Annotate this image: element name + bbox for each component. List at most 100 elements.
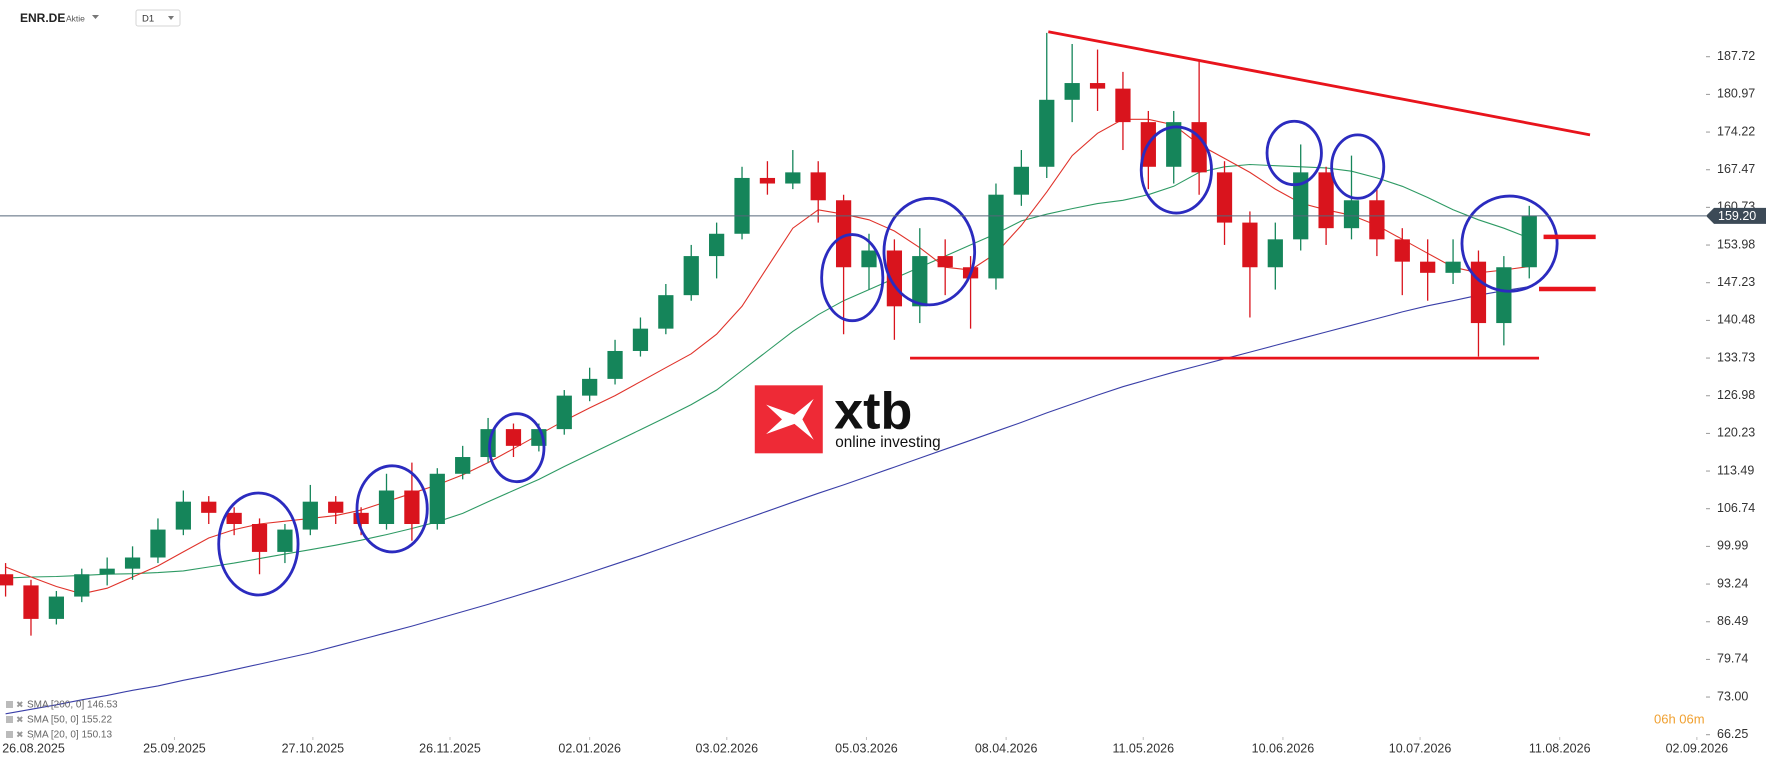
candle-body <box>1293 172 1309 240</box>
annotation-circle <box>882 196 977 307</box>
candle-body <box>328 501 344 513</box>
dropdown-arrow <box>168 16 174 20</box>
candle-body <box>734 177 750 234</box>
candle-body <box>683 256 699 296</box>
candle-body <box>810 172 826 201</box>
y-tick-label: 187.72 <box>1717 49 1755 63</box>
x-tick-label: 10.07.2026 <box>1389 741 1452 755</box>
candle-body <box>150 529 166 558</box>
candle-body <box>251 524 268 552</box>
logo-brand: xtb <box>834 383 912 441</box>
y-tick-label: 99.99 <box>1717 539 1748 553</box>
y-tick-label: 79.74 <box>1717 652 1748 666</box>
x-tick-label: 11.05.2026 <box>1112 741 1174 755</box>
x-tick-label: 27.10.2025 <box>282 741 345 755</box>
x-tick-label: 11.08.2026 <box>1529 741 1591 755</box>
x-tick-label: 26.11.2025 <box>419 741 481 755</box>
candle-body <box>124 557 141 569</box>
candle-body <box>175 501 191 530</box>
candle-body <box>1242 222 1258 268</box>
candle-body <box>277 529 293 552</box>
candle-body <box>835 200 852 268</box>
candle-body <box>861 250 877 268</box>
legend-remove: ✖ <box>16 714 24 724</box>
timeframe-select[interactable] <box>135 9 181 27</box>
annotation-circle <box>1265 119 1323 187</box>
candle-body <box>1394 239 1410 262</box>
candle-body <box>937 256 953 268</box>
y-tick-label: 93.24 <box>1717 576 1748 590</box>
price-label-box <box>1706 207 1766 224</box>
resistance-line <box>1048 30 1591 137</box>
sma-line <box>5 286 1530 715</box>
candle-body <box>1521 215 1537 268</box>
x-tick-label: 02.01.2026 <box>558 741 621 755</box>
candle-body <box>48 596 64 619</box>
x-tick-label: 26.08.2025 <box>2 741 65 755</box>
legend-icon <box>6 731 13 738</box>
annotation-circle <box>1139 125 1213 215</box>
legend-label: SMA [20, 0] 150.13 <box>27 730 112 741</box>
annotation-circle <box>355 464 429 554</box>
logo-tagline: online investing <box>835 434 940 451</box>
candle-body <box>1369 200 1385 240</box>
y-tick-label: 126.98 <box>1717 388 1755 402</box>
drawing-overlay <box>217 30 1596 597</box>
legend-remove: ✖ <box>16 729 24 739</box>
legend: ✖ SMA [200, 0] 146.53✖ SMA [50, 0] 155.22✖… <box>6 699 118 741</box>
candle-body <box>912 256 928 307</box>
logo-icon <box>766 398 814 440</box>
candle-body <box>1216 172 1233 223</box>
candle-body <box>1191 122 1207 173</box>
axis-layer: 66.25 73.00 79.74 86.49 93.24 99.99 106.74 113.… <box>0 49 1766 755</box>
y-tick-label: 86.49 <box>1717 614 1748 628</box>
candle-body <box>1318 172 1334 229</box>
price-label: 159.20 <box>1718 209 1756 223</box>
timeframe: D1 <box>142 14 154 25</box>
candle-body <box>1343 200 1360 229</box>
candle-body <box>1115 88 1131 123</box>
dropdown-arrow[interactable] <box>92 15 99 19</box>
countdown: 06h 06m <box>1654 711 1705 726</box>
candle-body <box>658 295 674 329</box>
candle-body <box>1013 166 1029 195</box>
candle-body <box>378 490 395 525</box>
y-tick-label: 167.47 <box>1717 162 1755 176</box>
candle-body <box>201 501 217 513</box>
x-tick-label: 03.02.2026 <box>696 741 759 755</box>
candle-body <box>23 585 39 619</box>
candle-body <box>1039 99 1055 167</box>
y-tick-label: 106.74 <box>1717 501 1755 515</box>
candle-body <box>1496 267 1512 324</box>
candle-body <box>302 501 318 530</box>
candle-body <box>353 512 369 525</box>
candle-body <box>709 233 725 257</box>
candle-body <box>505 429 522 446</box>
candle-body <box>1089 83 1106 89</box>
candle-body <box>429 473 445 525</box>
candle-body <box>74 574 90 597</box>
y-tick-label: 153.98 <box>1717 237 1755 251</box>
legend-remove: ✖ <box>16 699 24 709</box>
candle-body <box>404 490 420 525</box>
legend-label: SMA [50, 0] 155.22 <box>27 715 112 726</box>
y-tick-label: 120.23 <box>1717 426 1755 440</box>
y-tick-label: 66.25 <box>1717 727 1748 741</box>
y-tick-label: 133.73 <box>1717 350 1755 364</box>
y-tick-label: 174.22 <box>1717 124 1755 138</box>
annotation-circle <box>217 491 300 597</box>
candle-body <box>0 574 14 586</box>
candle-body <box>759 177 776 184</box>
legend-icon <box>6 716 13 723</box>
header: ENR.DE Aktie D1 <box>20 9 181 27</box>
candle-body <box>226 512 242 525</box>
candle-body <box>99 568 115 575</box>
x-tick-label: 10.06.2026 <box>1252 741 1315 755</box>
symbol: ENR.DE <box>20 11 65 25</box>
candle-body <box>607 350 623 379</box>
x-tick-label: 08.04.2026 <box>975 741 1038 755</box>
candle-body <box>1267 239 1283 268</box>
candle-body <box>1166 122 1182 167</box>
legend-icon <box>6 701 13 708</box>
